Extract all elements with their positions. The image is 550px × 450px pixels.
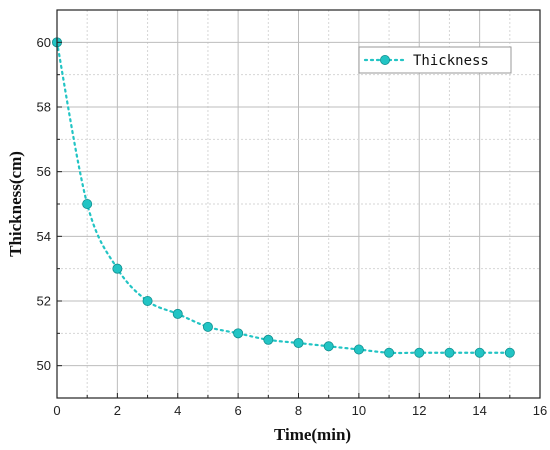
x-tick-label: 8 bbox=[295, 403, 302, 418]
x-tick-label: 12 bbox=[412, 403, 426, 418]
legend-marker bbox=[379, 55, 390, 66]
y-axis-title: Thickness(cm) bbox=[6, 151, 25, 257]
y-tick-label: 58 bbox=[37, 100, 51, 115]
data-point bbox=[504, 347, 515, 358]
x-tick-label: 0 bbox=[53, 403, 60, 418]
x-tick-label: 2 bbox=[114, 403, 121, 418]
data-point bbox=[82, 198, 93, 209]
data-point bbox=[263, 334, 274, 345]
data-point bbox=[112, 263, 123, 274]
series-layer bbox=[52, 37, 515, 358]
y-tick-label: 52 bbox=[37, 294, 51, 309]
data-point bbox=[293, 338, 304, 349]
x-tick-label: 6 bbox=[235, 403, 242, 418]
x-tick-label: 16 bbox=[533, 403, 547, 418]
x-axis-title: Time(min) bbox=[274, 425, 351, 444]
y-tick-label: 56 bbox=[37, 164, 51, 179]
tick-labels: 0 2 4 6 8 10 12 14 16 50 52 54 56 58 60 bbox=[37, 35, 548, 418]
data-point bbox=[384, 347, 395, 358]
data-point bbox=[474, 347, 485, 358]
data-point bbox=[414, 347, 425, 358]
data-point bbox=[353, 344, 364, 355]
data-point bbox=[233, 328, 244, 339]
legend: Thickness bbox=[358, 46, 512, 74]
axes bbox=[56, 9, 541, 399]
y-tick-label: 54 bbox=[37, 229, 51, 244]
x-tick-label: 14 bbox=[472, 403, 486, 418]
y-tick-label: 60 bbox=[37, 35, 51, 50]
data-point bbox=[142, 295, 153, 306]
x-tick-label: 4 bbox=[174, 403, 181, 418]
data-point bbox=[172, 308, 183, 319]
data-point bbox=[323, 341, 334, 352]
data-point bbox=[444, 347, 455, 358]
legend-entry-label: Thickness bbox=[413, 53, 489, 69]
grid bbox=[57, 10, 540, 398]
x-tick-label: 10 bbox=[352, 403, 366, 418]
data-point bbox=[202, 321, 213, 332]
y-tick-label: 50 bbox=[37, 358, 51, 373]
series-line-thickness bbox=[55, 41, 511, 355]
